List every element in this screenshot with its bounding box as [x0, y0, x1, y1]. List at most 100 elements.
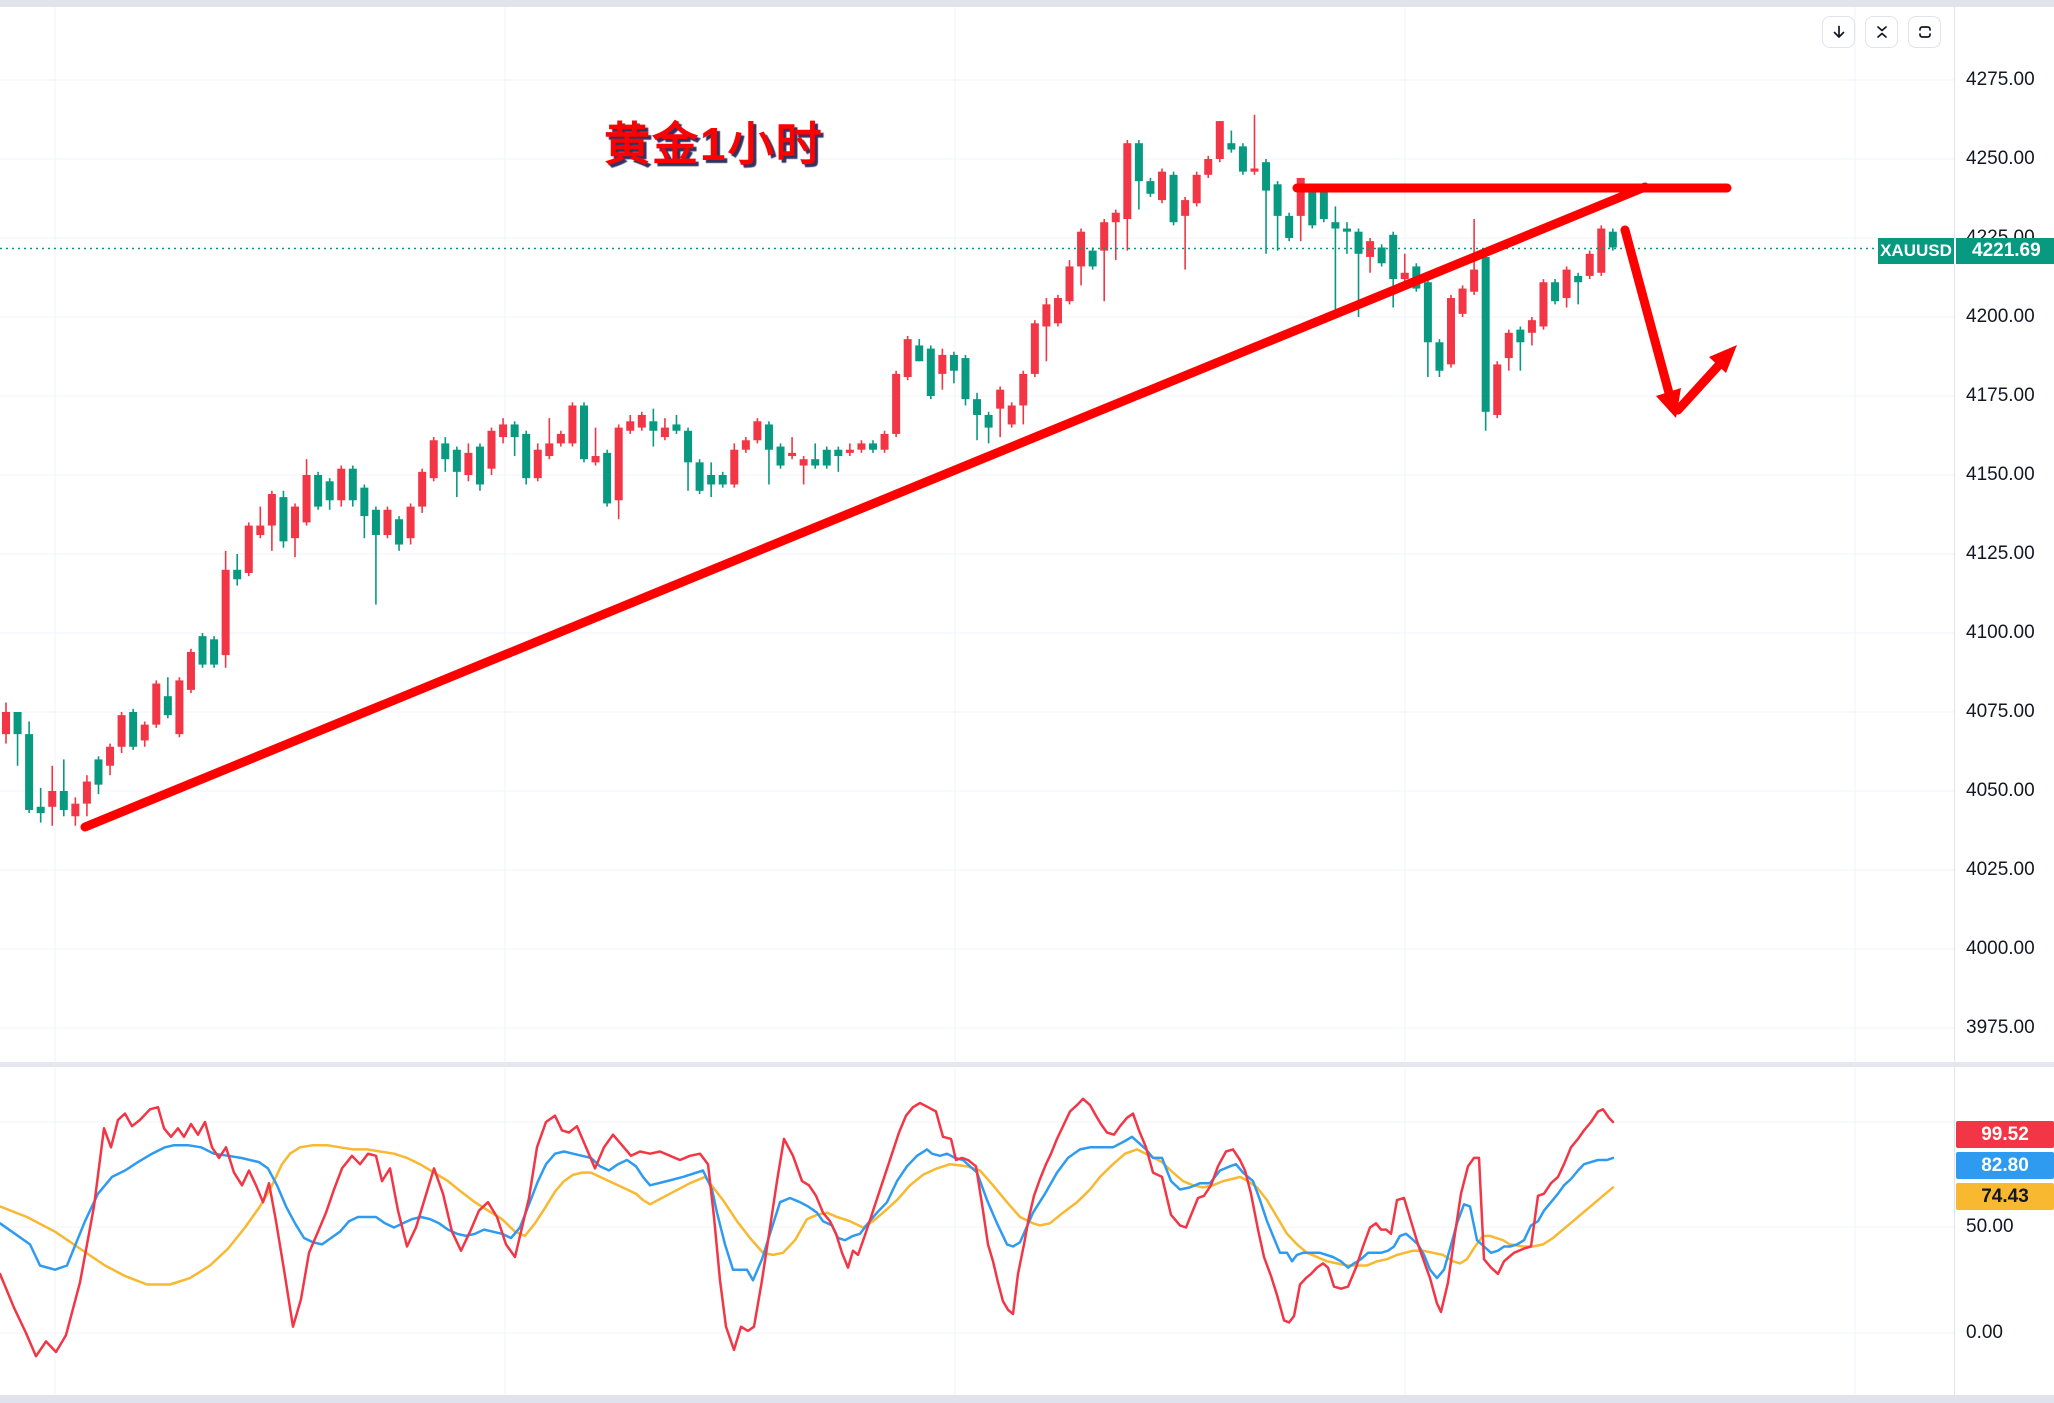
candle-body	[1215, 121, 1224, 159]
arrow-down-icon	[1833, 25, 1844, 38]
candle-body	[1285, 215, 1294, 238]
candle-body	[82, 781, 91, 804]
candle-body	[302, 475, 311, 523]
candle-body	[1088, 250, 1097, 267]
candle-body	[1192, 174, 1201, 204]
arrow-up-drawing[interactable]	[1673, 360, 1724, 415]
restore-pane-button[interactable]	[1908, 16, 1941, 48]
candle-body	[637, 414, 646, 428]
candle-body	[764, 424, 773, 450]
pane-separator[interactable]	[0, 1062, 2054, 1067]
candle-body	[1181, 200, 1190, 216]
candle-body	[1319, 190, 1328, 220]
candle-body	[730, 449, 739, 485]
candle-body	[996, 389, 1005, 409]
candle-body	[186, 651, 195, 690]
candle-body	[903, 339, 912, 378]
symbol-label: XAUUSD	[1878, 238, 1954, 264]
candle-body	[1158, 171, 1166, 201]
candle-body	[880, 433, 889, 450]
candle-body	[684, 430, 693, 463]
candle-body	[418, 471, 427, 507]
candle-body	[1354, 231, 1363, 254]
price-axis-label: 4175.00	[1966, 385, 2035, 406]
candle-body	[383, 509, 392, 536]
frame-icon	[1918, 26, 1931, 38]
collapse-panes-button[interactable]	[1865, 16, 1898, 48]
candle-body	[1169, 174, 1178, 223]
candle-body	[869, 443, 877, 450]
candle-body	[660, 427, 669, 438]
candle-body	[1007, 405, 1016, 425]
candle-body	[1470, 269, 1479, 292]
candle-body	[1400, 272, 1409, 280]
kdj-value-badge: 82.80	[1956, 1152, 2054, 1179]
candle-body	[591, 456, 600, 463]
candle-body	[406, 506, 415, 539]
candle-body	[210, 639, 219, 665]
candle-body	[1423, 282, 1432, 343]
price-axis-label: 4150.00	[1966, 464, 2035, 485]
candle-body	[267, 493, 276, 526]
candle-body	[48, 791, 57, 807]
trendline-drawing[interactable]	[80, 182, 1650, 832]
candle-body	[580, 405, 588, 460]
candle-body	[499, 424, 508, 438]
candle-body	[1204, 159, 1213, 175]
price-axis-label: 0.00	[1966, 1322, 2003, 1343]
candle-body	[71, 803, 80, 817]
candle-body	[233, 569, 242, 580]
candle-body	[834, 449, 843, 457]
candle-body	[1585, 253, 1594, 276]
candle-body	[1308, 187, 1317, 226]
candle-body	[938, 354, 947, 374]
candle-body	[1493, 364, 1502, 415]
candle-body	[1562, 269, 1571, 299]
price-axis-label: 4050.00	[1966, 780, 2035, 801]
candle-body	[1227, 143, 1236, 150]
candle-body	[545, 443, 554, 457]
price-axis-label: 4275.00	[1966, 69, 2035, 90]
candle-body	[1481, 256, 1490, 412]
candle-body	[291, 506, 299, 539]
candle-body	[1377, 247, 1386, 264]
candle-body	[1331, 222, 1340, 229]
candle-body	[822, 449, 831, 466]
candle-body	[106, 746, 115, 766]
chart-title-annotation: 黄金1小时	[604, 118, 824, 170]
candle-body	[845, 449, 854, 453]
candle-body	[221, 569, 230, 656]
price-axis-label: 4000.00	[1966, 938, 2035, 959]
candle-body	[2, 712, 10, 735]
chevrons-collapse-icon	[1876, 26, 1887, 38]
candle-body	[926, 348, 935, 396]
scroll-to-recent-button[interactable]	[1822, 16, 1855, 48]
candle-body	[1527, 320, 1536, 333]
arrow-down-drawing[interactable]	[1620, 225, 1674, 398]
kdj-value-badge: 74.43	[1956, 1183, 2054, 1210]
candle-body	[1447, 298, 1455, 365]
time-axis-bar[interactable]	[0, 1395, 2054, 1403]
candle-body	[741, 440, 750, 450]
candle-body	[117, 715, 126, 747]
candle-body	[1516, 329, 1525, 343]
candle-body	[949, 354, 958, 371]
candle-body	[1134, 143, 1143, 182]
candle-body	[1146, 181, 1155, 194]
candle-body	[695, 462, 704, 491]
candle-body	[1053, 298, 1062, 324]
candle-body	[1250, 168, 1259, 172]
candle-body	[1342, 228, 1351, 232]
price-axis-label: 4100.00	[1966, 622, 2035, 643]
kdj-k-line	[0, 1135, 1615, 1282]
price-axis-border	[1954, 7, 1955, 1395]
candle-body	[672, 424, 681, 431]
candle-body	[360, 487, 369, 517]
candle-body	[1065, 266, 1074, 302]
candle-body	[753, 421, 762, 441]
candle-body	[707, 475, 716, 485]
candle-body	[718, 475, 727, 485]
candle-body	[568, 405, 577, 444]
